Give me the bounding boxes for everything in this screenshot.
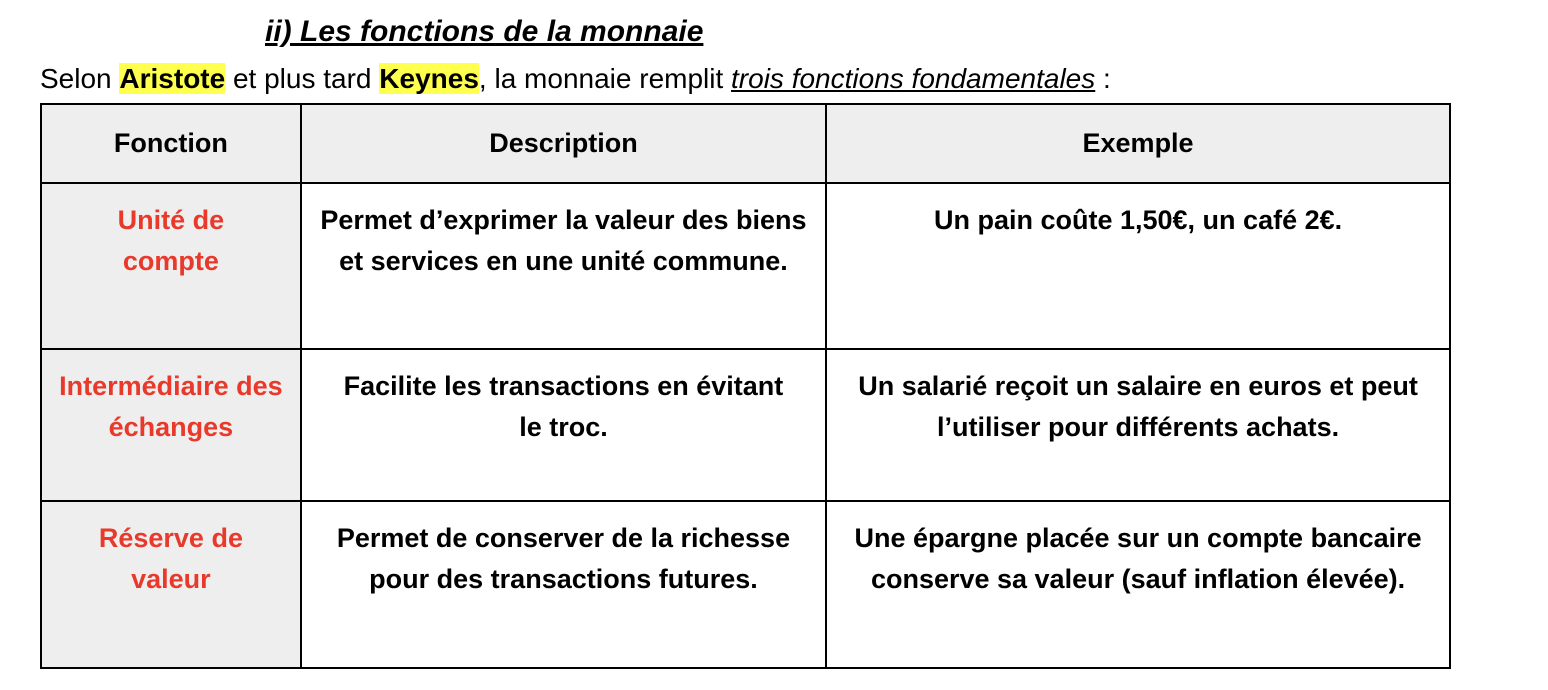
header-description: Description — [299, 103, 828, 184]
cell-description: Permet de conserver de la richesse pour … — [299, 500, 828, 669]
intro-text: , la monnaie remplit — [478, 63, 732, 94]
cell-exemple: Un pain coûte 1,50€, un café 2€. — [825, 182, 1451, 350]
cell-fonction: Intermédiaire des échanges — [40, 348, 302, 502]
cell-exemple: Une épargne placée sur un compte bancair… — [825, 500, 1451, 669]
table-row: Intermédiaire des échanges Facilite les … — [40, 348, 1451, 502]
table-row: Réserve de valeur Permet de conserver de… — [40, 500, 1451, 669]
header-exemple: Exemple — [825, 103, 1451, 184]
table-header-row: Fonction Description Exemple — [40, 103, 1451, 184]
highlight-keynes: Keynes — [379, 63, 479, 94]
section-title: ii) Les fonctions de la monnaie — [265, 15, 704, 48]
cell-fonction: Réserve de valeur — [40, 500, 302, 669]
highlight-aristote: Aristote — [119, 63, 226, 94]
header-fonction: Fonction — [40, 103, 302, 184]
cell-description: Facilite les transactions en évitant le … — [299, 348, 828, 502]
cell-description: Permet d’exprimer la valeur des biens et… — [299, 182, 828, 350]
table-row: Unité de compte Permet d’exprimer la val… — [40, 182, 1451, 350]
cell-fonction: Unité de compte — [40, 182, 302, 350]
intro-text: et plus tard — [225, 63, 380, 94]
intro-text: : — [1095, 63, 1111, 94]
intro-text: Selon — [40, 63, 120, 94]
emphasis-text: trois fonctions fondamentales — [731, 63, 1096, 94]
intro-paragraph: Selon Aristote et plus tard Keynes, la m… — [40, 58, 1111, 100]
functions-table: Fonction Description Exemple Unité de co… — [40, 103, 1451, 669]
cell-exemple: Un salarié reçoit un salaire en euros et… — [825, 348, 1451, 502]
